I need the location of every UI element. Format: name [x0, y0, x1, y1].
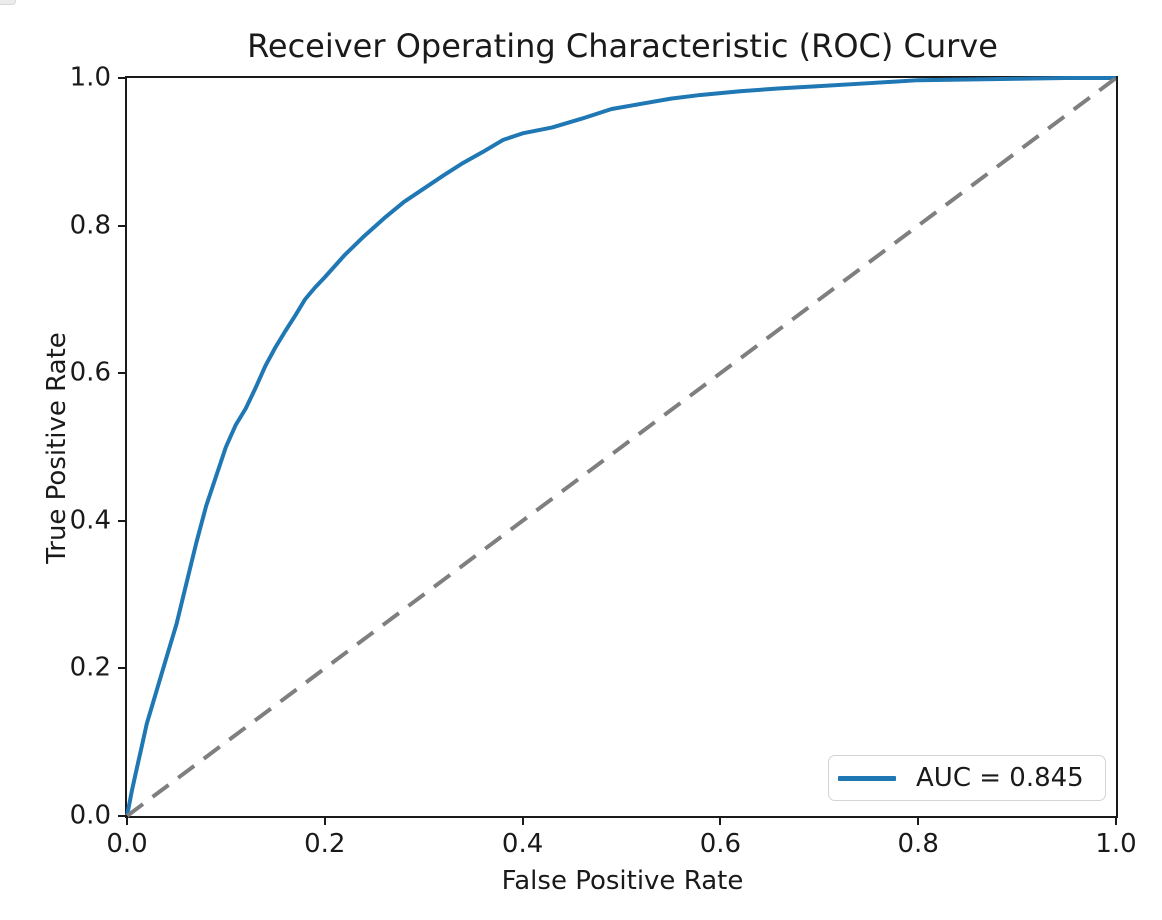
plot-area: 0.0 0.2 0.4 0.6 0.8 1.0 0.0 0.2 0.4 0.6 0.8 1.0: [70, 64, 1137, 858]
y-tick-label: 0.2: [69, 653, 111, 684]
y-tick-mark: [118, 667, 127, 670]
x-tick-label: 0.4: [501, 829, 544, 859]
x-tick-label: 1.0: [1095, 829, 1137, 859]
chart-title: Receiver Operating Characteristic (ROC) …: [247, 27, 998, 65]
x-tick-mark: [719, 816, 722, 825]
legend-label: AUC = 0.845: [916, 763, 1084, 793]
y-tick-mark: [118, 372, 127, 375]
x-tick-label: 0.6: [699, 829, 742, 859]
chance-diagonal-line: [125, 76, 1118, 818]
y-tick-mark: [118, 815, 127, 817]
x-tick-label: 0.2: [304, 829, 346, 859]
y-tick-mark: [118, 77, 127, 79]
legend: AUC = 0.845: [828, 755, 1106, 801]
x-tick-mark: [917, 816, 920, 825]
x-tick-label: 0.8: [897, 829, 939, 859]
x-tick-mark: [323, 816, 326, 825]
y-tick-label: 0.4: [69, 505, 111, 536]
x-tick-mark: [1115, 816, 1117, 825]
y-tick-label: 0.6: [69, 357, 111, 388]
x-tick-mark: [126, 816, 128, 825]
legend-line-sample: [838, 775, 896, 781]
y-tick-mark: [118, 519, 127, 522]
roc-curve-svg: [125, 76, 1118, 818]
y-axis-label: True Positive Rate: [42, 332, 72, 564]
y-tick-mark: [118, 224, 127, 227]
y-tick-label: 1.0: [69, 62, 111, 93]
x-tick-label: 0.0: [106, 829, 148, 859]
window-corner-artifact: [0, 0, 16, 5]
y-tick-label: 0.0: [69, 800, 111, 831]
x-tick-mark: [521, 816, 524, 825]
x-axis-label: False Positive Rate: [501, 866, 744, 896]
y-tick-label: 0.8: [69, 210, 111, 241]
roc-curve-line: [125, 76, 1116, 817]
